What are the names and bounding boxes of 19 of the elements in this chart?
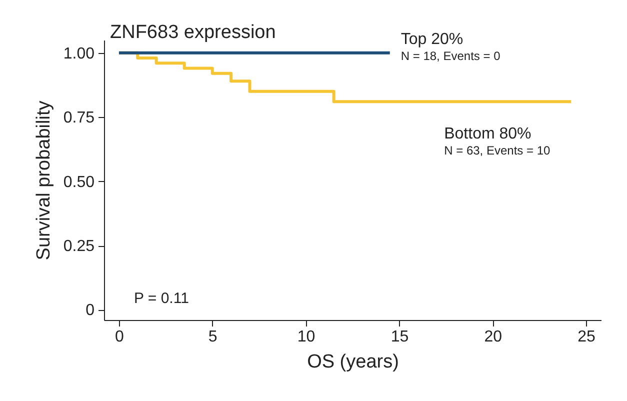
annotation: N = 63, Events = 10 [444,144,550,158]
x-tick-label: 20 [484,328,502,346]
x-axis-title: OS (years) [307,352,399,372]
annotation: P = 0.11 [134,290,189,307]
y-tick-label: 0 [86,302,95,320]
x-tick-label: 0 [114,328,124,346]
y-tick-label: 0.75 [63,110,95,127]
annotation: N = 18, Events = 0 [400,48,501,63]
series-label: Top 20% [400,30,464,48]
y-axis-title: Survival probability [33,100,54,260]
chart-title: ZNF683 expression [110,22,276,43]
x-tick-label: 5 [208,328,218,346]
y-tick-label: 0.50 [63,174,95,191]
x-tick-label: 15 [390,328,409,346]
series-label: Bottom 80% [444,126,532,143]
x-tick-label: 25 [578,328,596,346]
x-tick-label: 10 [297,328,316,346]
y-tick-label: 0.25 [63,238,95,256]
y-tick-label: 1.00 [63,45,95,62]
